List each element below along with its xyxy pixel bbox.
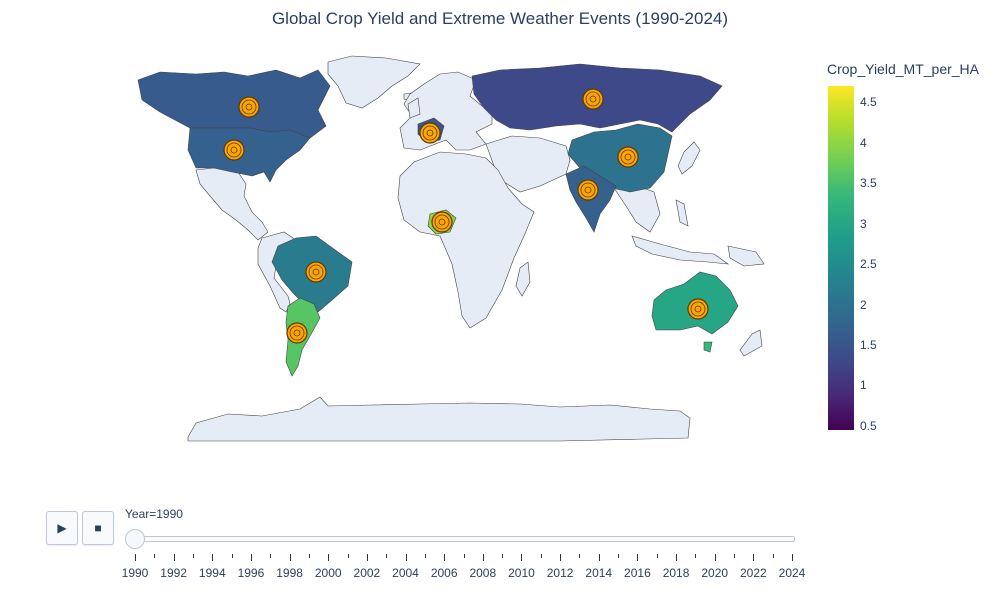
slider-tick — [560, 554, 562, 561]
play-icon: ▶ — [57, 521, 67, 535]
chart-title: Global Crop Yield and Extreme Weather Ev… — [271, 9, 729, 28]
slider-tick-label: 2012 — [546, 566, 574, 580]
slider-tick — [289, 554, 291, 561]
slider-tick-label: 2008 — [469, 566, 497, 580]
colorbar-tick-label: 2.5 — [860, 257, 877, 272]
slider-tick — [347, 554, 349, 558]
slider-tick — [753, 554, 755, 561]
land-uk — [407, 97, 421, 119]
slider-tick — [366, 554, 368, 561]
slider-tick-label: 2022 — [739, 566, 767, 580]
slider-tick-label: 1996 — [237, 566, 265, 580]
slider-tick — [598, 554, 600, 561]
colorbar-tick-label: 3 — [860, 216, 867, 231]
colorbar-tick-label: 2 — [860, 297, 867, 312]
slider-tick-label: 1992 — [160, 566, 187, 580]
event-marker-china[interactable] — [617, 146, 639, 168]
slider-tick — [482, 554, 484, 561]
land-indonesia — [631, 235, 730, 265]
colorbar-title: Crop_Yield_MT_per_HA — [827, 61, 979, 77]
stop-icon: ■ — [94, 521, 102, 535]
slider-tick-label: 1990 — [121, 566, 149, 580]
land-japan — [677, 141, 701, 175]
colorbar-tick-label: 1.5 — [860, 338, 877, 352]
event-marker-india[interactable] — [577, 179, 599, 201]
slider-tick — [637, 554, 639, 561]
slider-tick — [212, 554, 214, 561]
year-slider-rail[interactable] — [125, 536, 795, 542]
country-usa[interactable] — [187, 127, 311, 183]
colorbar-tick-label: 3.5 — [860, 176, 877, 191]
slider-tick — [444, 554, 446, 561]
slider-tick — [792, 554, 793, 561]
slider-tick-label: 2006 — [430, 566, 458, 580]
colorbar-tick-label: 4.5 — [860, 95, 877, 110]
slider-tick — [424, 554, 426, 558]
slider-tick — [192, 554, 194, 558]
event-marker-usa[interactable] — [223, 139, 245, 161]
slider-tick — [328, 554, 330, 561]
event-marker-argentina[interactable] — [286, 322, 308, 344]
slider-tick — [579, 554, 581, 558]
event-marker-canada[interactable] — [238, 96, 260, 118]
land-antarctica — [187, 396, 691, 442]
land-philippines — [675, 199, 689, 227]
land-madagascar — [515, 261, 531, 297]
slider-tick — [405, 554, 407, 561]
slider-tick-label: 1994 — [198, 566, 226, 580]
land-africa — [397, 151, 535, 329]
colorbar-tick-label: 0.5 — [860, 418, 877, 433]
event-marker-australia[interactable] — [687, 298, 709, 320]
slider-tick — [308, 554, 310, 558]
slider-tick — [502, 554, 504, 558]
slider-tick — [734, 554, 736, 558]
slider-tick — [714, 554, 716, 561]
slider-tick-label: 2002 — [353, 566, 381, 580]
land-southeast-asia — [613, 183, 661, 233]
slider-tick-label: 2014 — [585, 566, 613, 580]
slider-tick — [676, 554, 678, 561]
slider-tick-label: 2016 — [624, 566, 651, 580]
stop-button[interactable]: ■ — [82, 511, 114, 545]
slider-tick — [656, 554, 658, 558]
event-marker-brazil[interactable] — [305, 261, 327, 283]
slider-tick-label: 2024 — [778, 566, 806, 580]
slider-tick — [231, 554, 233, 558]
slider-current-label: Year=1990 — [125, 507, 183, 521]
land-papua — [727, 245, 765, 267]
event-markers-layer — [223, 88, 709, 344]
slider-tick — [154, 554, 156, 558]
slider-tick — [270, 554, 272, 558]
colorbar-tick-label: 1 — [860, 378, 867, 393]
slider-tick — [540, 554, 542, 558]
slider-tick-label: 2000 — [314, 566, 342, 580]
event-marker-france[interactable] — [419, 122, 441, 144]
slider-tick-label: 2020 — [701, 566, 729, 580]
slider-tick — [772, 554, 774, 558]
land-tasmania — [703, 341, 713, 353]
colorbar-tick-label: 4 — [860, 135, 867, 150]
event-marker-russia[interactable] — [582, 88, 604, 110]
play-button[interactable]: ▶ — [46, 511, 78, 545]
event-marker-nigeria[interactable] — [431, 211, 453, 233]
slider-tick — [135, 554, 136, 561]
land-mexico-central-america — [195, 167, 269, 241]
slider-tick — [386, 554, 388, 558]
slider-tick — [250, 554, 252, 561]
slider-tick — [463, 554, 465, 558]
slider-tick — [618, 554, 620, 558]
slider-tick-label: 2018 — [662, 566, 690, 580]
land-greenland — [327, 55, 421, 109]
slider-tick — [173, 554, 175, 561]
slider-tick — [521, 554, 523, 561]
slider-tick-label: 2004 — [392, 566, 419, 580]
land-new-zealand — [739, 329, 763, 357]
year-slider-handle[interactable] — [125, 529, 145, 549]
slider-tick-label: 1998 — [276, 566, 303, 580]
slider-tick — [695, 554, 697, 558]
slider-tick-label: 2010 — [508, 566, 535, 580]
colorbar — [828, 86, 854, 430]
